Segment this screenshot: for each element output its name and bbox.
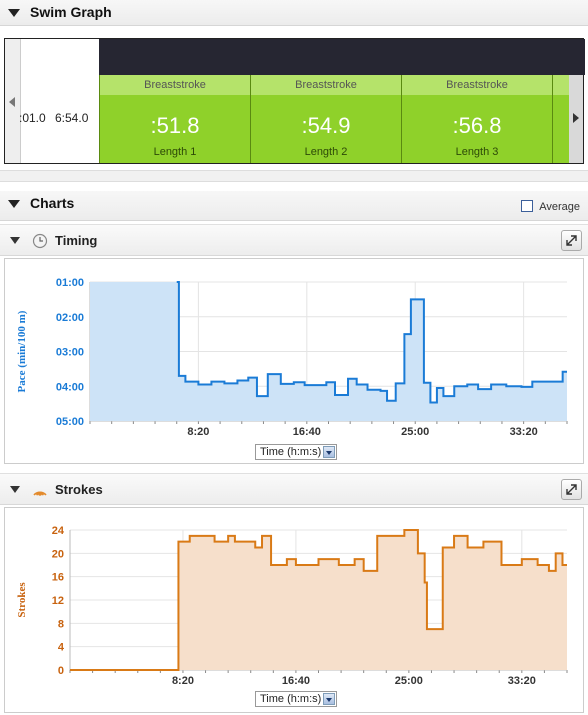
- chevron-down-icon[interactable]: [323, 693, 335, 705]
- pace-chart[interactable]: 01:00 02:00 03:00 04:00 05:00 8:20 16:40 25:00 3…: [5, 259, 583, 463]
- length-label: Length 2: [304, 146, 348, 158]
- length-stroke-label: Breaststroke: [100, 75, 250, 95]
- timing-x-axis-select[interactable]: Time (h:m:s): [255, 444, 337, 460]
- length-card-3[interactable]: Breaststroke :56.8 Length 3: [401, 75, 552, 163]
- y-tick-label: 24: [52, 525, 65, 537]
- previous-length-partial: :01.0 6:54.0: [19, 39, 99, 163]
- x-tick-label: 25:00: [395, 675, 423, 687]
- swim-graph-strip: :01.0 6:54.0 Breaststroke :51.8 Length 1…: [4, 38, 585, 164]
- collapse-triangle-icon[interactable]: [8, 200, 20, 208]
- average-label: Average: [539, 201, 580, 213]
- strokes-chart-header[interactable]: Strokes: [0, 473, 588, 505]
- x-tick-label: 8:20: [187, 426, 209, 438]
- y-tick-label: 20: [52, 548, 64, 560]
- y-tick-label: 16: [52, 572, 64, 584]
- strokes-title: Strokes: [55, 482, 103, 497]
- length-stroke-partial: [553, 75, 571, 95]
- strokes-line: [70, 529, 567, 671]
- y-tick-label: 0: [58, 665, 64, 677]
- collapse-triangle-icon[interactable]: [10, 237, 20, 244]
- expand-timing-button[interactable]: [561, 230, 582, 251]
- y-tick-label: 8: [58, 618, 64, 630]
- arrow-left-icon: [9, 97, 15, 107]
- x-tick-label: 33:20: [510, 426, 538, 438]
- strokes-x-axis-select[interactable]: Time (h:m:s): [255, 691, 337, 707]
- strokes-select-value: Time (h:m:s): [260, 693, 322, 705]
- arrow-right-icon: [573, 113, 579, 123]
- x-tick-label: 33:20: [508, 675, 536, 687]
- x-tick-label: 16:40: [293, 426, 321, 438]
- timing-select-value: Time (h:m:s): [260, 446, 322, 458]
- expand-icon: [566, 235, 577, 246]
- length-label: Length 1: [153, 146, 197, 158]
- pace-line: [176, 281, 567, 404]
- scroll-left-button[interactable]: [5, 39, 21, 163]
- x-tick-label: 16:40: [282, 675, 310, 687]
- section-divider: [0, 170, 588, 182]
- length-time: :56.8: [452, 113, 502, 138]
- average-toggle[interactable]: Average: [521, 200, 580, 213]
- length-stroke-label: Breaststroke: [402, 75, 552, 95]
- strokes-chart-panel: 0 4 8 12 16 20 24 8:20 16:40 25:00 33:20 Strokes Ti…: [4, 507, 584, 713]
- chevron-down-icon[interactable]: [323, 446, 335, 458]
- length-card-1[interactable]: Breaststroke :51.8 Length 1: [99, 75, 250, 163]
- pace-area: [90, 282, 567, 421]
- length-label: Length 3: [455, 146, 499, 158]
- x-tick-label: 25:00: [401, 426, 429, 438]
- x-tick-label: 8:20: [172, 675, 194, 687]
- strokes-chart[interactable]: 0 4 8 12 16 20 24 8:20 16:40 25:00 33:20 Strokes: [5, 508, 583, 712]
- timing-title: Timing: [55, 233, 98, 248]
- length-time: :54.9: [301, 113, 351, 138]
- charts-header[interactable]: Charts: [0, 191, 588, 221]
- length-card-partial[interactable]: [552, 75, 571, 163]
- expand-icon: [566, 484, 577, 495]
- length-stroke-label: Breaststroke: [251, 75, 401, 95]
- expand-strokes-button[interactable]: [561, 479, 582, 500]
- clock-icon: [32, 233, 48, 249]
- length-card-2[interactable]: Breaststroke :54.9 Length 2: [250, 75, 401, 163]
- collapse-triangle-icon[interactable]: [8, 9, 20, 17]
- timing-chart-header[interactable]: Timing: [0, 224, 588, 256]
- swim-graph-header[interactable]: Swim Graph: [0, 0, 588, 26]
- y-tick-label: 04:00: [56, 381, 84, 393]
- y-tick-label: 05:00: [56, 416, 84, 428]
- charts-title: Charts: [30, 195, 75, 211]
- swim-graph-top-bar: [99, 39, 585, 75]
- y-tick-label: 01:00: [56, 277, 84, 289]
- y-tick-label: 03:00: [56, 347, 84, 359]
- y-axis-label: Pace (min/100 m): [16, 310, 28, 392]
- y-tick-label: 4: [58, 642, 65, 654]
- swim-graph-title: Swim Graph: [30, 4, 112, 20]
- signal-icon: [33, 491, 47, 496]
- y-axis-label: Strokes: [16, 582, 28, 618]
- average-checkbox[interactable]: [521, 200, 534, 212]
- timing-chart-panel: 01:00 02:00 03:00 04:00 05:00 8:20 16:40 25:00 3…: [4, 258, 584, 464]
- length-time: :51.8: [150, 113, 200, 138]
- partial-time-b: 6:54.0: [55, 111, 89, 125]
- partial-time-a: :01.0: [19, 111, 46, 125]
- y-tick-label: 12: [52, 595, 64, 607]
- collapse-triangle-icon[interactable]: [10, 486, 20, 493]
- y-tick-label: 02:00: [56, 312, 84, 324]
- scroll-right-button[interactable]: [569, 75, 583, 163]
